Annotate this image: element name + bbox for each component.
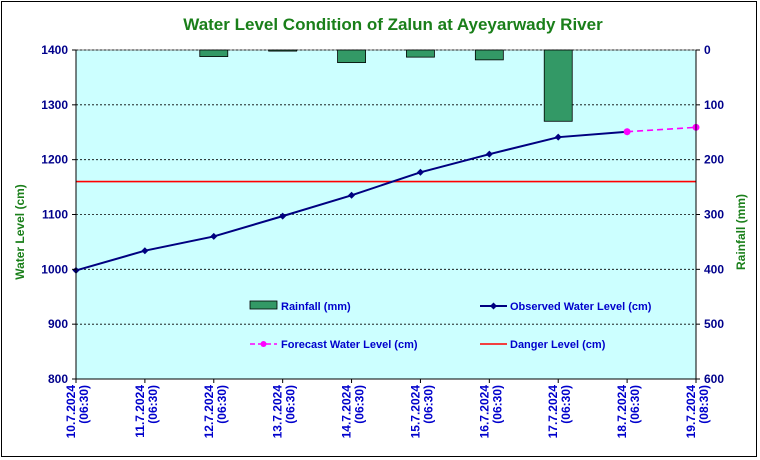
y-tick-label: 1400 [41,43,68,57]
observed-point [279,212,287,220]
y-tick-label: 1200 [41,153,68,167]
y-tick-label: 800 [48,372,68,386]
rainfall-bar [337,49,366,64]
observed-point [485,150,493,158]
x-tick-label-date: 19.7.2024 [684,385,698,439]
legend-forecast-label: Forecast Water Level (cm) [281,339,418,351]
x-tick-label-time: (06:30) [215,385,229,424]
legend-forecast-marker [260,341,267,347]
x-tick-label-time: (06:30) [559,385,573,424]
y2-tick-label: 400 [704,262,724,276]
y-tick-label: 1000 [41,262,68,276]
legend-rainfall-swatch [249,300,278,310]
legend-rainfall-label: Rainfall (mm) [281,301,351,313]
x-tick-label-time: (06:30) [284,385,298,424]
x-tick-label-date: 17.7.2024 [546,385,560,439]
x-tick-label-date: 11.7.2024 [133,385,147,438]
y-tick-label: 1100 [42,208,68,222]
x-tick-label-date: 14.7.2024 [340,385,354,439]
x-tick-label-time: (06:30) [353,385,367,424]
legend-danger-label: Danger Level (cm) [510,339,606,351]
x-tick-label-time: (08:30) [697,385,711,424]
rainfall-bar [406,49,435,58]
legend: Rainfall (mm) Observed Water Level (cm) … [249,300,652,351]
x-tick-label-date: 18.7.2024 [615,385,629,439]
x-tick-label-time: (06:30) [146,385,160,424]
chart-title: Water Level Condition of Zalun at Ayeyar… [183,15,603,34]
rainfall-bar [268,49,298,52]
x-tick-label-date: 13.7.2024 [271,385,285,439]
y2-axis-label: Rainfall (mm) [734,194,748,270]
x-tick-label-time: (06:30) [628,385,642,424]
rainfall-bar [474,49,504,61]
y-tick-label: 900 [48,317,68,331]
observed-point [416,168,424,176]
x-tick-label-date: 10.7.2024 [64,385,78,439]
y-tick-label: 1300 [41,98,68,112]
rainfall-bar [543,49,573,122]
x-tick-label-time: (06:30) [421,385,435,424]
x-tick-label-date: 16.7.2024 [477,385,491,439]
x-tick-label-time: (06:30) [490,385,504,424]
forecast-water-level-line [627,126,697,133]
legend-observed-marker [490,302,497,310]
forecast-point [623,128,631,136]
grid-layer [76,49,696,325]
y2-tick-label: 300 [704,208,724,222]
observed-point [141,247,149,255]
line-layer [72,123,700,274]
y2-tick-label: 100 [704,98,724,112]
rainfall-bars [199,49,573,122]
x-tick-label-date: 12.7.2024 [202,385,216,439]
x-tick-label-date: 15.7.2024 [408,385,422,439]
rainfall-bar [199,49,229,57]
y2-tick-label: 600 [704,372,724,386]
legend-observed-label: Observed Water Level (cm) [510,301,652,313]
observed-point [554,133,562,141]
observed-point [210,232,218,240]
observed-point [348,191,356,199]
axis-layer: 800 900 1000 1100 1200 1300 1400 0 100 200 300 400 5… [41,43,724,438]
y2-tick-label: 200 [704,153,724,167]
y2-tick-label: 0 [704,43,711,57]
y2-tick-label: 500 [704,317,724,331]
y-axis-label: Water Level (cm) [13,184,27,280]
x-tick-label-time: (06:30) [77,385,91,424]
